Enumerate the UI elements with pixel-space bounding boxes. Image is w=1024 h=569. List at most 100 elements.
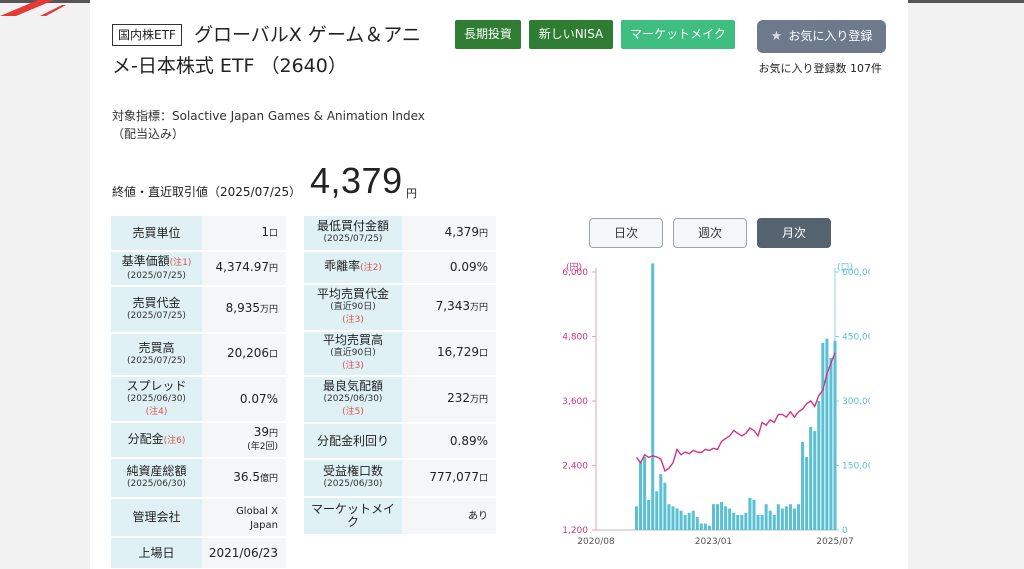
- volume-bar: [736, 514, 740, 530]
- volume-bar: [776, 504, 780, 530]
- volume-bar: [740, 514, 744, 530]
- mid-key: 乖離率: [324, 259, 361, 273]
- mid-value-cell: 16,729口: [402, 331, 496, 377]
- fund-info-table-left: 売買単位 1口 基準価額(注1) (2025/07/25) 4,374.97円 売買代金(…: [111, 216, 286, 569]
- left-note[interactable]: (注4): [145, 406, 168, 417]
- badge-long-term[interactable]: 長期投資: [455, 20, 521, 49]
- left-key-cell: 売買高 (2025/07/25): [111, 333, 202, 377]
- volume-bar: [825, 338, 829, 530]
- mid-note[interactable]: (注3): [342, 361, 364, 371]
- left-row: 上場日 2021/06/23: [111, 537, 286, 569]
- volume-bar: [675, 508, 679, 530]
- period-weekly-button[interactable]: 週次: [673, 218, 747, 248]
- category-tag: 国内株ETF: [112, 24, 182, 46]
- add-favorite-button[interactable]: ★ お気に入り登録: [757, 20, 886, 53]
- mid-row: 最低買付金額 (2025/07/25) 4,379円: [304, 216, 496, 252]
- price-value: 4,379: [310, 160, 403, 201]
- add-favorite-label: お気に入り登録: [788, 29, 873, 43]
- left-key-cell: 分配金(注6): [111, 422, 202, 459]
- volume-bar: [643, 456, 647, 530]
- mid-key-cell: 分配金利回り: [304, 423, 402, 460]
- left-value-cell: Global X Japan: [202, 498, 286, 538]
- mid-key: 平均売買代金: [316, 287, 389, 301]
- volume-bar: [792, 508, 797, 530]
- volume-bar: [829, 358, 833, 530]
- mid-value-cell: 0.09%: [402, 251, 496, 285]
- mid-value-cell: 0.89%: [402, 423, 496, 460]
- badge-new-nisa[interactable]: 新しいNISA: [529, 20, 613, 49]
- left-row: 売買高 (2025/07/25) 20,206口: [111, 333, 286, 377]
- volume-bar: [801, 441, 805, 530]
- index-description: 対象指標：Solactive Japan Games & Animation I…: [112, 109, 425, 141]
- volume-bar: [671, 506, 675, 530]
- left-note[interactable]: (注6): [163, 435, 186, 446]
- volume-bar: [805, 456, 809, 530]
- mid-value-cell: 232万円: [402, 376, 496, 424]
- volume-bar: [639, 461, 643, 530]
- left-key-date: (2025/07/25): [127, 355, 186, 366]
- mid-value: 232: [447, 391, 470, 405]
- mid-key: 受益権口数: [322, 464, 383, 478]
- volume-bar: [728, 508, 732, 530]
- mid-note[interactable]: (注5): [342, 407, 364, 417]
- right-tick-label: 0: [842, 526, 848, 536]
- mid-key: 平均売買高: [322, 333, 383, 347]
- left-key: 売買単位: [132, 225, 181, 240]
- x-tick-label: 2020/08: [577, 537, 615, 547]
- left-value: 2021/06/23: [208, 545, 278, 560]
- left-key-date: (2025/07/25): [127, 270, 186, 281]
- left-key: 売買代金: [132, 295, 181, 310]
- mid-value-cell: 777,077口: [402, 459, 496, 498]
- volume-bar: [699, 523, 703, 530]
- left-row: 売買代金 (2025/07/25) 8,935万円: [111, 286, 286, 334]
- mid-key-cell: 受益権口数 (2025/06/30): [304, 459, 402, 498]
- period-monthly-button[interactable]: 月次: [757, 218, 831, 248]
- left-value-cell: 8,935万円: [202, 286, 286, 334]
- volume-bar: [764, 504, 768, 530]
- left-key-cell: 純資産総額 (2025/06/30): [111, 458, 202, 499]
- left-unit: 口: [268, 228, 278, 239]
- left-tick-label: 2,400: [562, 462, 588, 472]
- left-unit: 円: [268, 429, 278, 439]
- left-row: 売買単位 1口: [111, 216, 286, 252]
- mid-key-cell: 平均売買代金 (直近90日) (注3): [304, 284, 402, 332]
- left-note[interactable]: (注1): [169, 257, 192, 268]
- price-line: [635, 352, 836, 472]
- volume-bar: [817, 401, 821, 530]
- mid-unit: 円: [478, 228, 488, 239]
- mid-value-cell: あり: [402, 497, 496, 536]
- left-key: 売買高: [138, 340, 175, 355]
- mid-key-date: (直近90日): [330, 348, 376, 358]
- left-unit: 億円: [259, 473, 278, 484]
- mid-key-date: (2025/06/30): [323, 479, 383, 489]
- mid-unit: 万円: [469, 303, 488, 313]
- left-key-date: (2025/06/30): [127, 479, 186, 489]
- left-value-cell: 4,374.97円: [202, 251, 286, 287]
- mid-key: 最低買付金額: [316, 219, 389, 233]
- volume-bar: [833, 340, 837, 530]
- left-value: 39: [253, 425, 269, 439]
- right-tick-label: 300,000: [842, 397, 870, 407]
- left-key: 純資産総額: [126, 464, 187, 478]
- mid-note[interactable]: (注2): [360, 263, 382, 273]
- mid-note[interactable]: (注3): [342, 315, 364, 325]
- mid-key-cell: 平均売買高 (直近90日) (注3): [304, 331, 402, 377]
- mid-unit: 口: [478, 473, 488, 484]
- badge-market-make[interactable]: マーケットメイク: [621, 20, 735, 49]
- left-value: 8,935: [225, 301, 260, 315]
- volume-bar: [732, 512, 736, 530]
- volume-bar: [768, 510, 772, 530]
- volume-bar: [707, 525, 711, 530]
- mid-key-cell: マーケットメイク: [304, 497, 402, 536]
- left-unit: 口: [268, 350, 278, 360]
- volume-bar: [752, 499, 756, 530]
- period-daily-button[interactable]: 日次: [589, 218, 663, 248]
- mid-value-cell: 7,343万円: [402, 284, 496, 332]
- left-row: 基準価額(注1) (2025/07/25) 4,374.97円: [111, 251, 286, 287]
- left-value-cell: 2021/06/23: [202, 537, 286, 569]
- left-tick-label: 6,000: [562, 268, 588, 278]
- left-tick-label: 1,200: [562, 526, 588, 536]
- right-tick-label: 150,000: [842, 462, 870, 472]
- mid-row: 乖離率(注2) 0.09%: [304, 251, 496, 285]
- left-value-cell: 39円 (年2回): [202, 422, 286, 459]
